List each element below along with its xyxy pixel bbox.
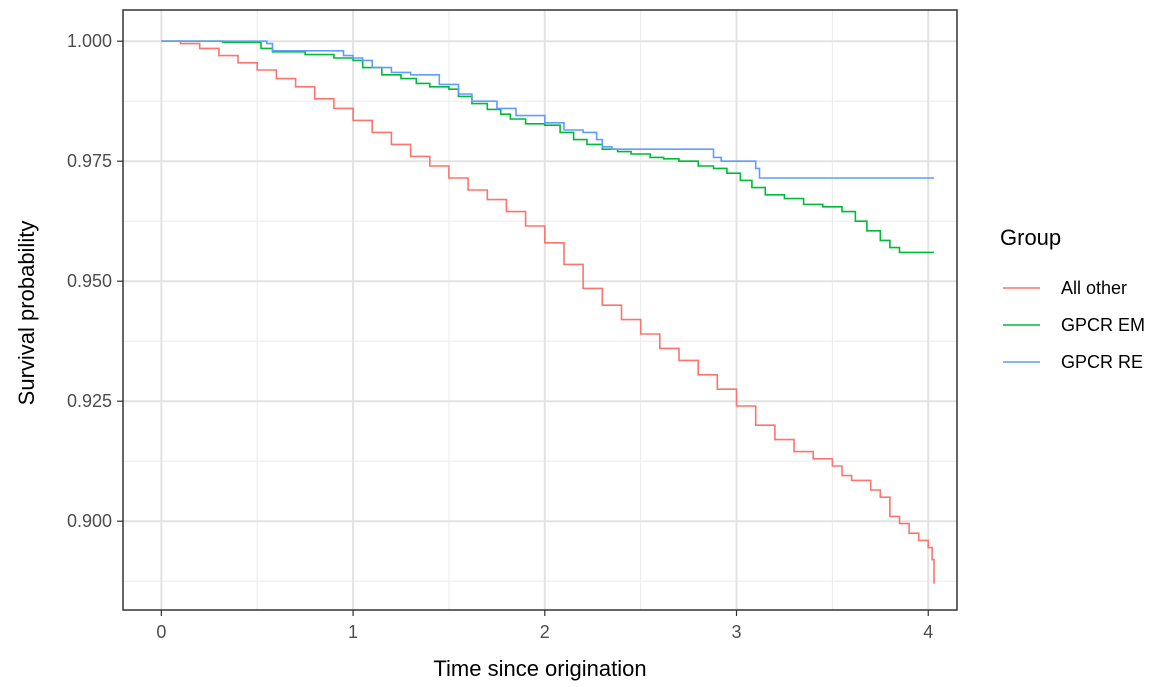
y-axis: 0.900 0.925 0.950 0.975 1.000 [67,31,123,531]
x-tick-label: 2 [540,622,550,642]
x-tick-label: 4 [923,622,933,642]
x-tick-label: 1 [348,622,358,642]
series-line-all-other [161,40,935,584]
x-axis-title: Time since origination [433,656,646,681]
legend-label: All other [1061,278,1127,298]
y-axis-title: Survival probability [14,221,39,406]
x-axis: 0 1 2 3 4 [156,610,933,642]
y-tick-label: 1.000 [67,31,112,51]
y-tick-label: 0.925 [67,391,112,411]
y-tick-label: 0.975 [67,151,112,171]
x-tick-label: 0 [156,622,166,642]
x-tick-label: 3 [732,622,742,642]
panel-background [123,10,957,610]
series-line-gpcr-re [161,40,934,179]
panel-border [122,9,958,611]
legend: Group All other GPCR EM GPCR RE [1000,225,1145,372]
legend-title: Group [1000,225,1061,250]
y-tick-label: 0.900 [67,511,112,531]
legend-label: GPCR EM [1061,315,1145,335]
legend-label: GPCR RE [1061,352,1143,372]
y-tick-label: 0.950 [67,271,112,291]
plot-panel [122,9,958,611]
